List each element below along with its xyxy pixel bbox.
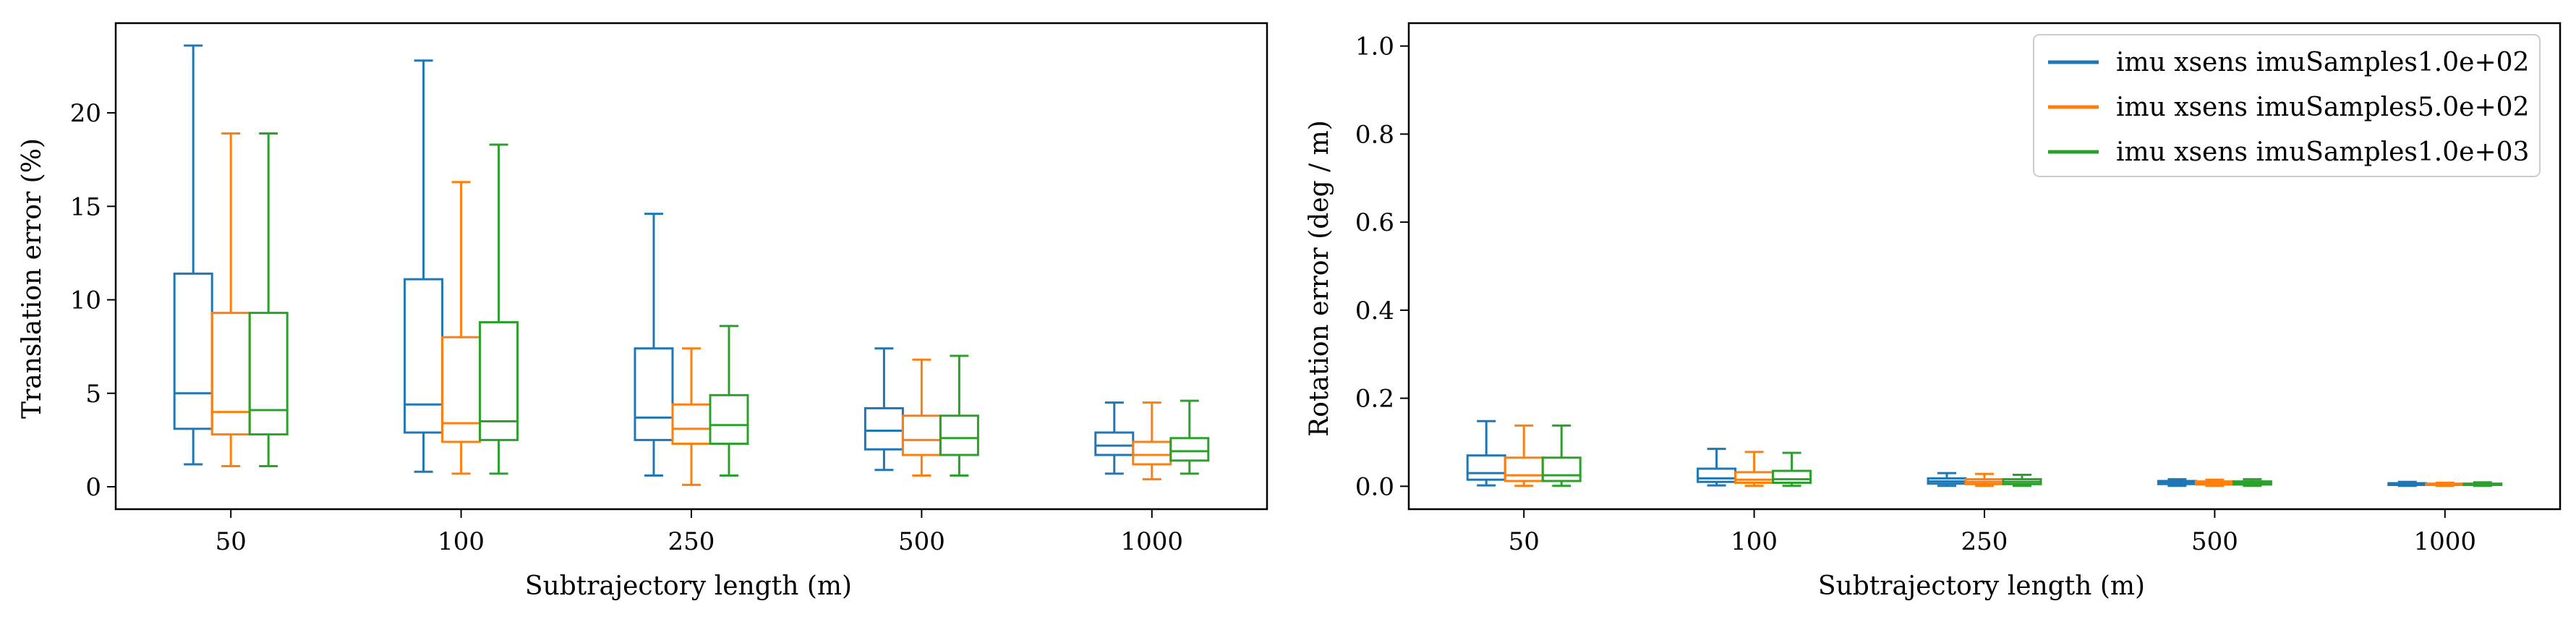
x-tick-label: 500 — [898, 527, 945, 556]
box-iqr — [1541, 456, 1582, 482]
translation-error-panel: 0 5 10 15 20 50 100 250 500 1000 — [70, 22, 1268, 556]
x-tick-label: 50 — [1509, 527, 1540, 556]
x-tick-label: 100 — [438, 527, 485, 556]
y-tick-label: 0.4 — [1355, 297, 1394, 325]
box-iqr — [1169, 437, 1210, 462]
y-tick-label: 1.0 — [1355, 33, 1394, 61]
box-iqr — [248, 312, 289, 436]
rotation-error-panel: 0.0 0.2 0.4 0.6 0.8 1.0 50 100 250 500 1000 — [1355, 22, 2562, 556]
y-tick-label: 0 — [85, 473, 101, 502]
x-tick-label: 50 — [216, 527, 247, 556]
legend-label-series-2: imu xsens imuSamples5.0e+02 — [2116, 93, 2529, 122]
legend-label-series-1: imu xsens imuSamples1.0e+02 — [2116, 48, 2529, 77]
y-tick-label: 5 — [85, 380, 101, 409]
x-tick-label: 250 — [1961, 527, 2008, 556]
translation-y-axis-label: Translation error (%) — [17, 138, 47, 419]
y-tick-label: 20 — [70, 99, 101, 128]
y-tick-label: 10 — [70, 286, 101, 315]
y-tick-label: 0.0 — [1355, 472, 1394, 501]
y-tick-label: 0.8 — [1355, 120, 1394, 149]
box-iqr — [709, 393, 749, 446]
rotation-x-axis-label: Subtrajectory length (m) — [1818, 571, 2145, 601]
x-tick-label: 1000 — [2414, 527, 2477, 556]
x-tick-label: 250 — [668, 527, 715, 556]
legend-label-series-3: imu xsens imuSamples1.0e+03 — [2116, 137, 2529, 167]
rotation-y-axis-label: Rotation error (deg / m) — [1305, 120, 1334, 437]
box-iqr — [939, 414, 979, 456]
legend: imu xsens imuSamples1.0e+02 imu xsens im… — [2033, 34, 2541, 177]
box-iqr — [634, 347, 674, 441]
y-tick-label: 15 — [70, 192, 101, 221]
box-iqr — [479, 321, 519, 441]
x-tick-label: 1000 — [1121, 527, 1184, 556]
y-tick-label: 0.2 — [1355, 385, 1394, 414]
translation-x-axis-label: Subtrajectory length (m) — [525, 571, 852, 601]
x-tick-label: 100 — [1731, 527, 1778, 556]
y-tick-label: 0.6 — [1355, 208, 1394, 237]
legend-frame — [2033, 34, 2541, 177]
x-tick-label: 500 — [2191, 527, 2238, 556]
box-iqr — [1772, 469, 1812, 484]
